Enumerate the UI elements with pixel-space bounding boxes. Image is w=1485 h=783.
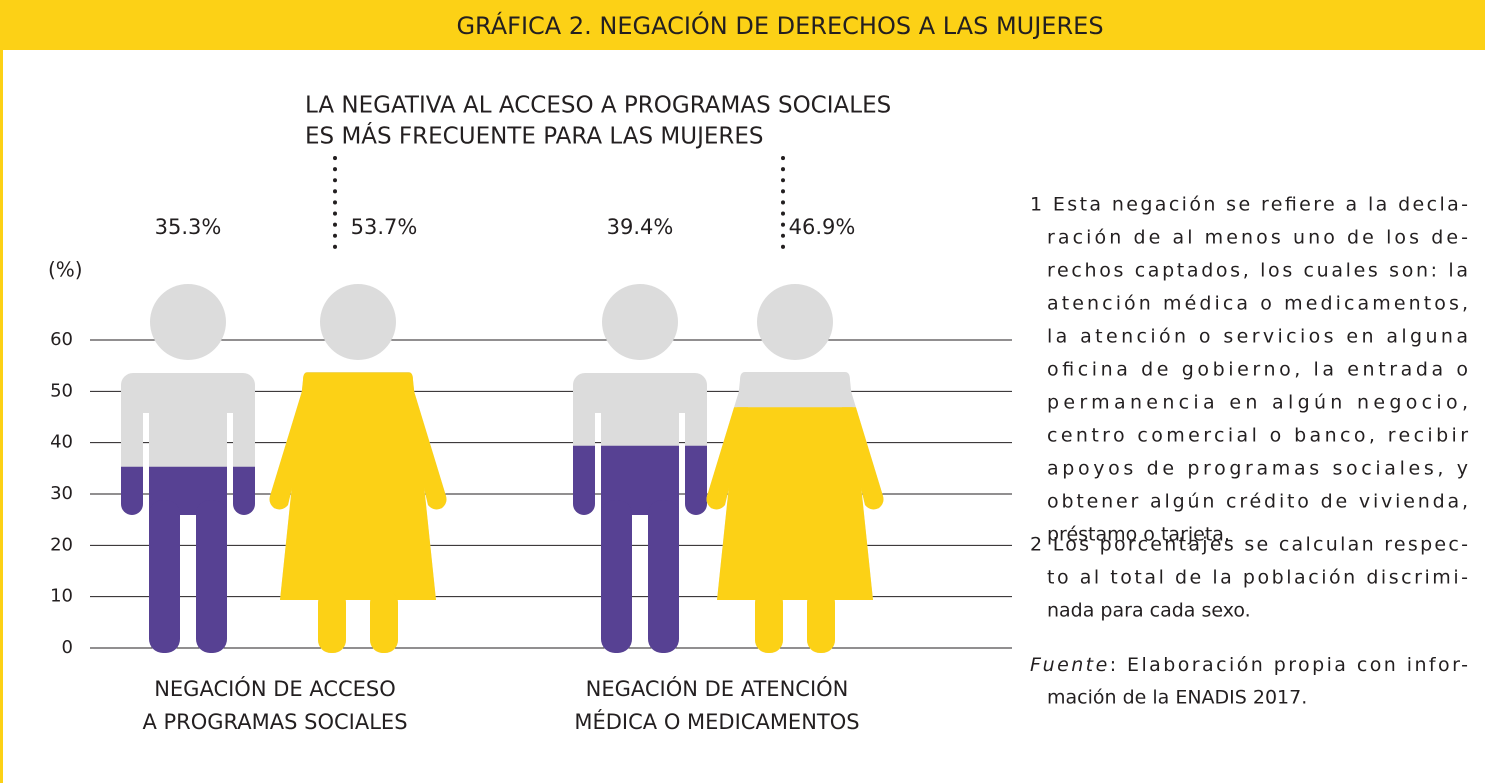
note-line: permanencia en algún negocio,	[1047, 392, 1468, 414]
figure-fill	[269, 372, 447, 653]
note-line: la atención o servicios en alguna	[1047, 326, 1468, 348]
category-label: A PROGRAMAS SOCIALES	[142, 710, 407, 734]
y-axis-label: (%)	[48, 258, 83, 282]
source-label: Fuente	[1030, 654, 1107, 676]
note-line: 1 Esta negación se refiere a la decla-	[1030, 194, 1468, 216]
note-line: to al total de la población discrimi-	[1047, 567, 1468, 589]
y-tick-label: 10	[50, 586, 73, 607]
note-line: apoyos de programas sociales, y	[1047, 458, 1468, 480]
note-line: préstamo o tarjeta.	[1047, 524, 1230, 546]
note-line: rechos captados, los cuales son: la	[1047, 260, 1468, 282]
note-line: atención médica o medicamentos,	[1047, 293, 1468, 315]
value-label: 53.7%	[351, 215, 418, 239]
note-line: ración de al menos uno de los de-	[1047, 227, 1468, 249]
y-tick-label: 40	[50, 432, 73, 453]
note-line: 2 Los porcentajes se calculan respec-	[1030, 534, 1468, 556]
source-line: mación de la ENADIS 2017.	[1047, 687, 1307, 709]
note-line: centro comercial o banco, recibir	[1047, 425, 1468, 447]
figure-fill	[121, 466, 255, 653]
value-label: 46.9%	[789, 215, 856, 239]
figure-fill	[573, 445, 707, 653]
annotation: ES MÁS FRECUENTE PARA LAS MUJERES	[305, 122, 764, 150]
value-label: 35.3%	[155, 215, 222, 239]
category-label: NEGACIÓN DE ACCESO	[154, 676, 396, 701]
annotation: LA NEGATIVA AL ACCESO A PROGRAMAS SOCIAL…	[305, 93, 891, 119]
y-tick-label: 20	[50, 534, 73, 555]
note-line: obtener algún crédito de vivienda,	[1047, 491, 1468, 513]
chart-title: GRÁFICA 2. NEGACIÓN DE DERECHOS A LAS MU…	[456, 10, 1103, 40]
header-bar	[0, 0, 1485, 50]
y-tick-label: 50	[50, 380, 73, 401]
figure-fill	[706, 407, 884, 653]
source-text: : Elaboración propia con infor-	[1110, 654, 1468, 676]
source-line: Fuente: Elaboración propia con infor-	[1030, 654, 1468, 676]
note-line: oficina de gobierno, la entrada o	[1047, 359, 1468, 381]
y-tick-label: 60	[50, 329, 73, 350]
left-border	[0, 50, 3, 783]
y-tick-label: 0	[62, 637, 73, 658]
category-label: NEGACIÓN DE ATENCIÓN	[586, 676, 849, 701]
note-line: nada para cada sexo.	[1047, 600, 1251, 622]
category-label: MÉDICA O MEDICAMENTOS	[574, 709, 859, 734]
y-tick-label: 30	[50, 483, 73, 504]
value-label: 39.4%	[607, 215, 674, 239]
